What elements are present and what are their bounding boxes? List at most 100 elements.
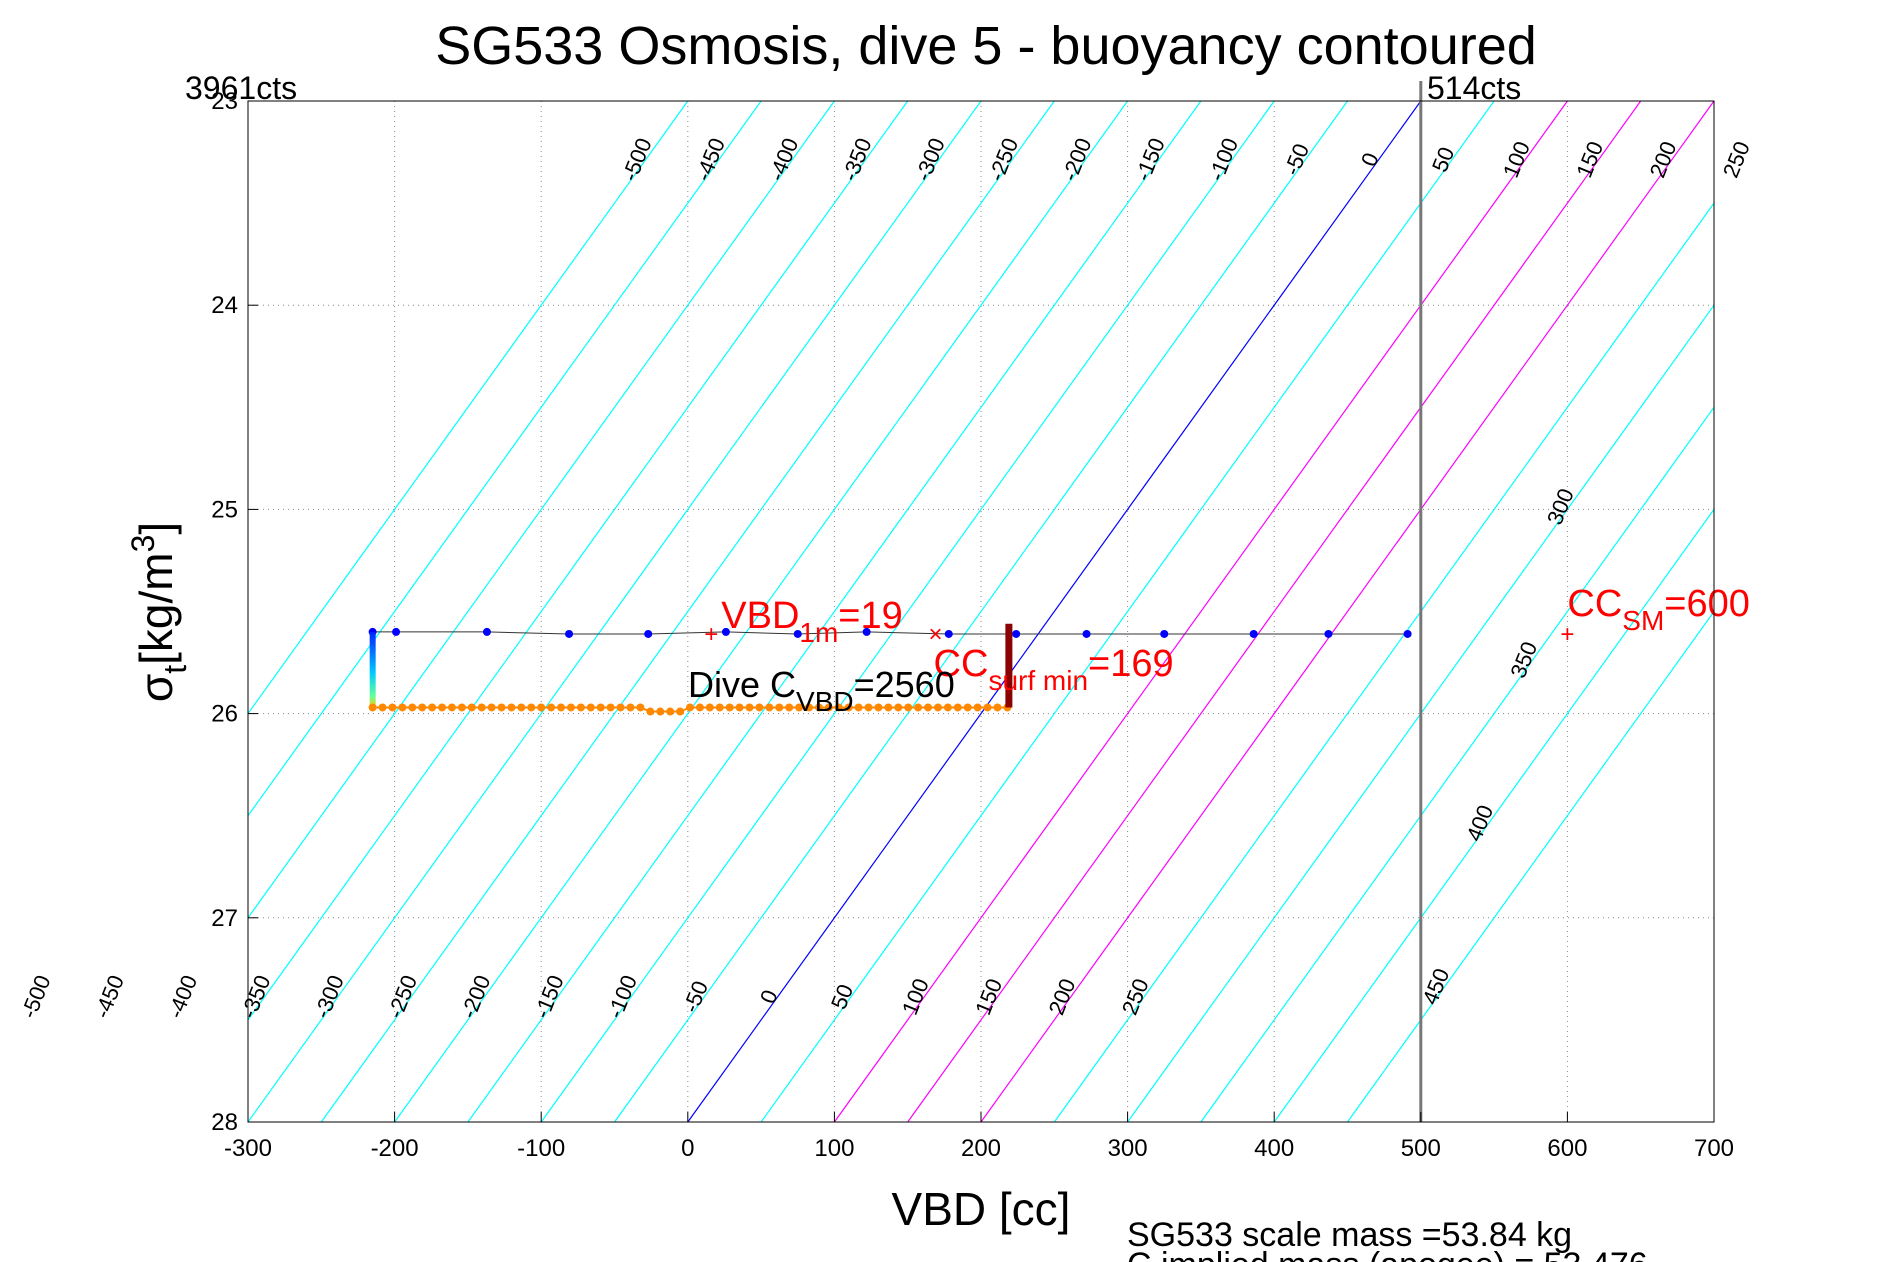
y-label-sup: 3 — [125, 535, 161, 553]
x-tick-label-5: 200 — [961, 1135, 1001, 1162]
cc-sm-label: CCSM=600 — [1567, 583, 1749, 636]
contour-labels: -500 -450 -400 -350 -300 -250 -200 -150 -100 -50 0… — [16, 134, 1755, 1021]
corner-label-left: 3961cts — [185, 70, 297, 106]
contour-label-top--250: -250 — [984, 134, 1024, 184]
x-tick-label-8: 500 — [1401, 1135, 1441, 1162]
contour-label-top--50: -50 — [1279, 140, 1314, 179]
x-tick-label-7: 400 — [1254, 1135, 1294, 1162]
footer-line-1: SG533 scale mass =53.84 kg — [1127, 1216, 1572, 1254]
x-tick-label-0: -300 — [224, 1135, 272, 1162]
dive-annotation-sub: VBD — [796, 686, 854, 717]
contour-label-bottom-200: 200 — [1044, 975, 1081, 1018]
contour-label-bottom-150: 150 — [970, 975, 1007, 1018]
contour-label-bottom--300: -300 — [309, 972, 349, 1022]
contour-label-top--450: -450 — [690, 134, 730, 184]
contour-label-top-50: 50 — [1427, 143, 1459, 175]
contour-label-top-200: 200 — [1645, 138, 1682, 181]
contour-label-top-150: 150 — [1571, 138, 1608, 181]
vbd-1m-label-rest: =19 — [838, 595, 902, 637]
upper-track-point — [1324, 629, 1333, 638]
contour-label-bottom--150: -150 — [529, 972, 569, 1022]
contour-line-450 — [1347, 611, 1715, 1123]
x-axis-ticks: -300 -200 -100 0 100 200 300 400 500 600 700 — [224, 1112, 1734, 1162]
x-tick-label-2: -100 — [517, 1135, 565, 1162]
cc-surf-min-label-rest: =169 — [1088, 643, 1174, 685]
x-tick-label-6: 300 — [1108, 1135, 1148, 1162]
contour-line-50 — [760, 100, 1495, 1123]
upper-track-point — [392, 627, 401, 636]
contour-label-top-0: 0 — [1356, 149, 1384, 170]
contour-label-bottom--200: -200 — [456, 972, 496, 1022]
dive-annotation-main: Dive C — [688, 664, 796, 705]
upper-track-point — [1249, 629, 1258, 638]
y-tick-label-0: 23 — [211, 88, 238, 115]
cc-sm-symbol: + — [1560, 621, 1574, 648]
y-label-close: ] — [130, 522, 182, 535]
contour-label-top-250: 250 — [1718, 138, 1755, 181]
contour-line--250 — [320, 100, 1055, 1123]
upper-track-point — [1082, 629, 1091, 638]
upper-track-point — [721, 627, 730, 636]
contour-line--350 — [247, 100, 909, 1021]
contour-label-top--350: -350 — [837, 134, 877, 184]
lower-track-line — [372, 706, 1008, 713]
contour-label-top--100: -100 — [1203, 134, 1243, 184]
contour-label-bottom-250: 250 — [1117, 975, 1154, 1018]
vbd-1m-label-main: VBD — [721, 595, 799, 637]
contour-line--500 — [247, 100, 689, 714]
y-tick-label-3: 26 — [211, 701, 238, 728]
contour-line-150 — [907, 100, 1642, 1123]
contour-label-bottom--350: -350 — [236, 972, 276, 1022]
cc-sm-label-sub: SM — [1622, 605, 1664, 636]
x-tick-label-3: 0 — [681, 1135, 694, 1162]
contour-label-bottom--450: -450 — [89, 972, 129, 1022]
upper-track-point — [565, 629, 574, 638]
upper-track-point — [944, 629, 953, 638]
marker-layer: + VBD1m=19 ×CCsurf min=169+CCSM=600 — [704, 583, 1750, 696]
contour-label-bottom--400: -400 — [163, 972, 203, 1022]
upper-track-point — [1012, 629, 1021, 638]
y-tick-label-5: 28 — [211, 1109, 238, 1136]
x-tick-label-4: 100 — [814, 1135, 854, 1162]
contour-label-bottom--50: -50 — [678, 977, 713, 1016]
contour-line--450 — [247, 100, 762, 817]
contour-label-top--300: -300 — [910, 134, 950, 184]
contour-label-bottom-0: 0 — [755, 986, 783, 1007]
contour-label-bottom--250: -250 — [382, 972, 422, 1022]
contour-line--300 — [247, 100, 982, 1123]
cc-surf-min-label-main: CC — [934, 643, 989, 685]
upper-track-point — [862, 627, 871, 636]
x-tick-label-1: -200 — [371, 1135, 419, 1162]
y-label-unit: [kg/m — [130, 552, 182, 664]
contour-label-right-300: 300 — [1542, 485, 1579, 528]
cc-surf-min-label-sub: surf min — [988, 665, 1088, 696]
contour-label-top--500: -500 — [617, 134, 657, 184]
upper-track-point — [1403, 629, 1412, 638]
contour-label-top--150: -150 — [1130, 134, 1170, 184]
vbd-1m-label-sub: 1m — [799, 617, 838, 648]
contour-label-right-450: 450 — [1417, 965, 1454, 1008]
contour-line-0 — [687, 100, 1422, 1123]
contour-line--100 — [540, 100, 1275, 1123]
upper-track-point — [644, 629, 653, 638]
dive-annotation: Dive CVBD=2560 — [688, 664, 955, 717]
upper-track-point — [482, 627, 491, 636]
contour-label-top-100: 100 — [1498, 138, 1535, 181]
contour-line--400 — [247, 100, 835, 919]
contour-line-400 — [1273, 509, 1715, 1123]
cc-surf-min-symbol: × — [929, 621, 943, 648]
x-tick-label-10: 700 — [1694, 1135, 1734, 1162]
dive-annotation-rest: =2560 — [854, 664, 955, 705]
contour-line-250 — [1053, 202, 1715, 1123]
contour-label-top--400: -400 — [764, 134, 804, 184]
y-axis-label: σt[kg/m3] — [125, 522, 193, 702]
corner-label-right: 514cts — [1427, 70, 1521, 106]
y-axis-ticks: 23 24 25 26 27 28 — [211, 88, 258, 1136]
data-tracks — [368, 623, 1412, 716]
footer-line-2: C implied mass (apogee) = 53.476 — [1127, 1246, 1648, 1262]
contour-line--200 — [394, 100, 1129, 1123]
svg-text:σt[kg/m3]: σt[kg/m3] — [125, 522, 193, 702]
contour-label-bottom--100: -100 — [602, 972, 642, 1022]
y-tick-label-2: 25 — [211, 496, 238, 523]
